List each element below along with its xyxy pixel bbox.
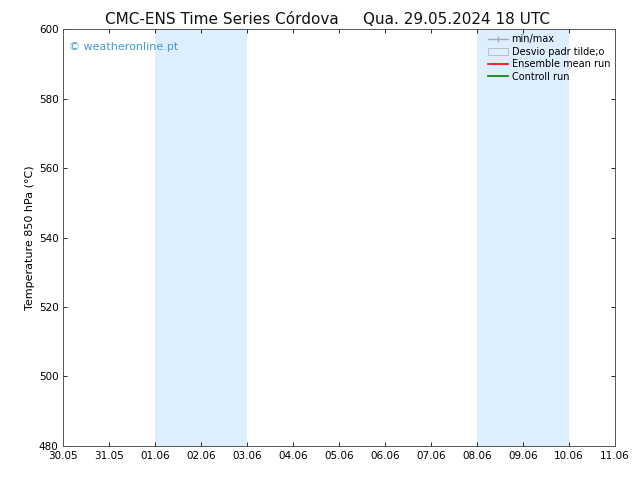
Text: CMC-ENS Time Series Córdova: CMC-ENS Time Series Córdova <box>105 12 339 27</box>
Legend: min/max, Desvio padr tilde;o, Ensemble mean run, Controll run: min/max, Desvio padr tilde;o, Ensemble m… <box>486 32 612 83</box>
Y-axis label: Temperature 850 hPa (°C): Temperature 850 hPa (°C) <box>25 165 35 310</box>
Bar <box>477 29 569 446</box>
Text: © weatheronline.pt: © weatheronline.pt <box>69 42 178 52</box>
Text: Qua. 29.05.2024 18 UTC: Qua. 29.05.2024 18 UTC <box>363 12 550 27</box>
Bar <box>155 29 247 446</box>
